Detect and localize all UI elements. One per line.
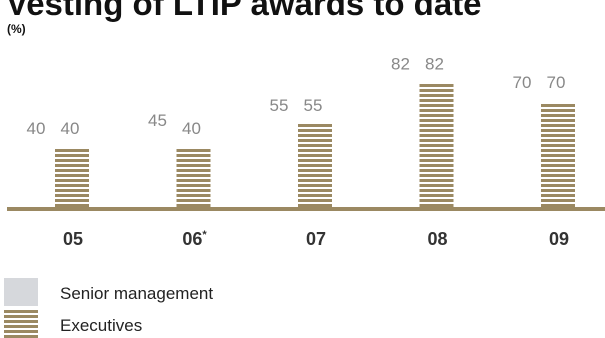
executives-bar — [419, 84, 454, 207]
legend-item-executives: Executives — [4, 310, 324, 338]
executives-bar — [541, 104, 575, 207]
executives-value-label: 55 — [304, 96, 323, 115]
executives-value-label: 70 — [547, 73, 566, 92]
category-label: 06* — [182, 229, 207, 249]
senior-management-swatch-icon — [4, 278, 38, 306]
senior-management-value-label: 45 — [148, 111, 167, 130]
senior-management-value-label: 82 — [391, 55, 410, 74]
executives-value-label: 40 — [61, 119, 80, 138]
executives-value-label: 40 — [182, 119, 201, 138]
chart-unit-label: (%) — [7, 22, 26, 36]
category-label: 08 — [427, 229, 447, 249]
chart-title: Vesting of LTIP awards to date — [6, 0, 482, 22]
category-label: 09 — [549, 229, 569, 249]
legend-label: Senior management — [60, 284, 214, 303]
senior-management-value-label: 70 — [513, 73, 532, 92]
senior-management-value-label: 40 — [27, 119, 46, 138]
executives-swatch-icon — [4, 310, 38, 338]
executives-bar — [55, 149, 89, 207]
category-label: 05 — [63, 229, 83, 249]
legend-label: Executives — [60, 316, 143, 335]
category-label: 07 — [306, 229, 326, 249]
x-axis-line — [7, 207, 605, 211]
executives-value-label: 82 — [425, 55, 444, 74]
executives-bar — [298, 124, 332, 207]
bar-chart: 40 40 05 40 45 06* 55 55 07 82 82 08 70 70 09 — [7, 55, 605, 249]
executives-bar — [176, 149, 211, 207]
legend-item-senior-management: Senior management — [4, 278, 324, 306]
senior-management-value-label: 55 — [270, 96, 289, 115]
